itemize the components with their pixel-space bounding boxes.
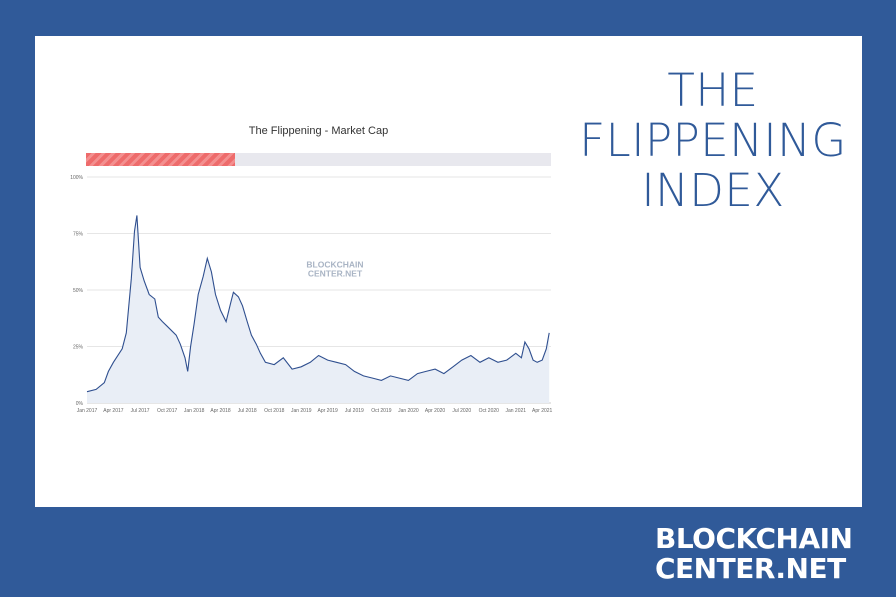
market-cap-chart: BLOCKCHAIN CENTER.NET 0% 25% 50% 75% 100% Ja… [70, 175, 553, 414]
title-line-2: FLIPPENING [579, 114, 847, 167]
y-tick-label: 0% [76, 401, 84, 407]
progress-fill [86, 153, 235, 166]
watermark-line-1: BLOCKCHAIN [306, 259, 363, 269]
x-tick-label: Jan 2018 [184, 408, 205, 414]
y-tick-label: 25% [73, 345, 84, 351]
title-line-3: INDEX [641, 164, 785, 217]
x-tick-label: Apr 2020 [425, 408, 446, 414]
x-tick-label: Jan 2020 [398, 408, 419, 414]
content-panel [35, 36, 862, 507]
blockchaincenter-logo[interactable]: BLOCKCHAIN CENTER.NET [655, 524, 865, 584]
title-line-1: THE [667, 64, 759, 117]
watermark-line-2: CENTER.NET [308, 268, 363, 278]
x-tick-label: Jan 2017 [77, 408, 98, 414]
x-tick-label: Apr 2018 [210, 408, 231, 414]
logo-line-1: BLOCKCHAIN [655, 522, 853, 555]
y-tick-label: 50% [73, 288, 84, 294]
x-tick-label: Apr 2017 [103, 408, 124, 414]
area-fill [87, 215, 550, 403]
x-tick-label: Jan 2021 [505, 408, 526, 414]
series-line [86, 215, 550, 393]
x-tick-label: Apr 2021 [532, 408, 553, 414]
logo-line-2: CENTER.NET [655, 552, 846, 585]
x-tick-label: Jan 2019 [291, 408, 312, 414]
x-tick-label: Jul 2020 [452, 408, 471, 414]
x-tick-label: Oct 2020 [479, 408, 500, 414]
flippening-progress-bar [86, 153, 551, 166]
x-tick-label: Apr 2019 [318, 408, 339, 414]
chart-title: The Flippening - Market Cap [248, 125, 389, 137]
x-tick-label: Oct 2018 [264, 408, 285, 414]
y-tick-label: 75% [73, 232, 84, 238]
x-tick-label: Oct 2017 [157, 408, 178, 414]
x-tick-label: Oct 2019 [371, 408, 392, 414]
x-tick-label: Jul 2019 [345, 408, 364, 414]
y-tick-label: 100% [70, 175, 83, 181]
x-tick-label: Jul 2017 [131, 408, 150, 414]
flippening-index-title: THE FLIPPENING INDEX [572, 66, 854, 216]
x-tick-label: Jul 2018 [238, 408, 257, 414]
